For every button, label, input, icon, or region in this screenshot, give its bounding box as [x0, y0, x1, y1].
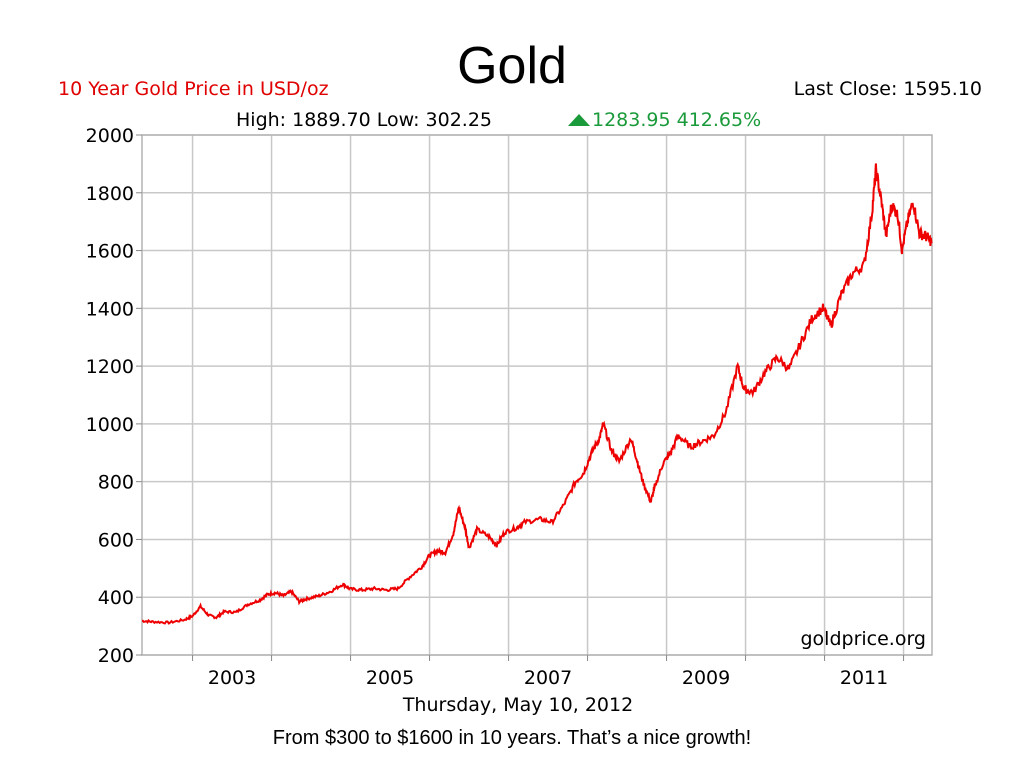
y-tick-label: 800: [98, 472, 134, 494]
x-tick-label: 2003: [208, 667, 256, 689]
y-tick-label: 400: [98, 587, 134, 609]
x-axis-ticks: 2003 2005 2007 2009 2011: [192, 655, 905, 689]
price-series-line: [141, 163, 933, 625]
y-tick-label: 1200: [86, 356, 134, 378]
chart-title: 10 Year Gold Price in USD/oz: [58, 78, 329, 100]
up-arrow-icon: [568, 114, 590, 126]
high-low-stats: High: 1889.70 Low: 302.25: [236, 109, 492, 131]
slide-title: Gold: [457, 37, 567, 95]
slide-caption: From $300 to $1600 in 10 years. That’s a…: [272, 727, 752, 749]
plot-frame: [141, 134, 933, 656]
y-tick-label: 2000: [86, 125, 134, 147]
y-tick-label: 1400: [86, 298, 134, 320]
watermark-label: goldprice.org: [800, 628, 926, 650]
date-label: Thursday, May 10, 2012: [402, 694, 633, 716]
x-tick-label: 2011: [840, 667, 888, 689]
y-tick-label: 200: [98, 645, 134, 667]
grid-lines: [142, 134, 932, 656]
y-tick-label: 600: [98, 529, 134, 551]
y-tick-label: 1000: [86, 414, 134, 436]
last-close-label: Last Close: 1595.10: [794, 78, 982, 100]
y-axis-ticks: 200 400 600 800 1000 1200 1400 1600 1800 2000: [86, 125, 142, 667]
y-tick-label: 1600: [86, 241, 134, 263]
x-tick-label: 2007: [524, 667, 572, 689]
x-tick-label: 2009: [682, 667, 730, 689]
y-tick-label: 1800: [86, 183, 134, 205]
x-tick-label: 2005: [366, 667, 414, 689]
change-stats: 1283.95 412.65%: [592, 109, 761, 131]
